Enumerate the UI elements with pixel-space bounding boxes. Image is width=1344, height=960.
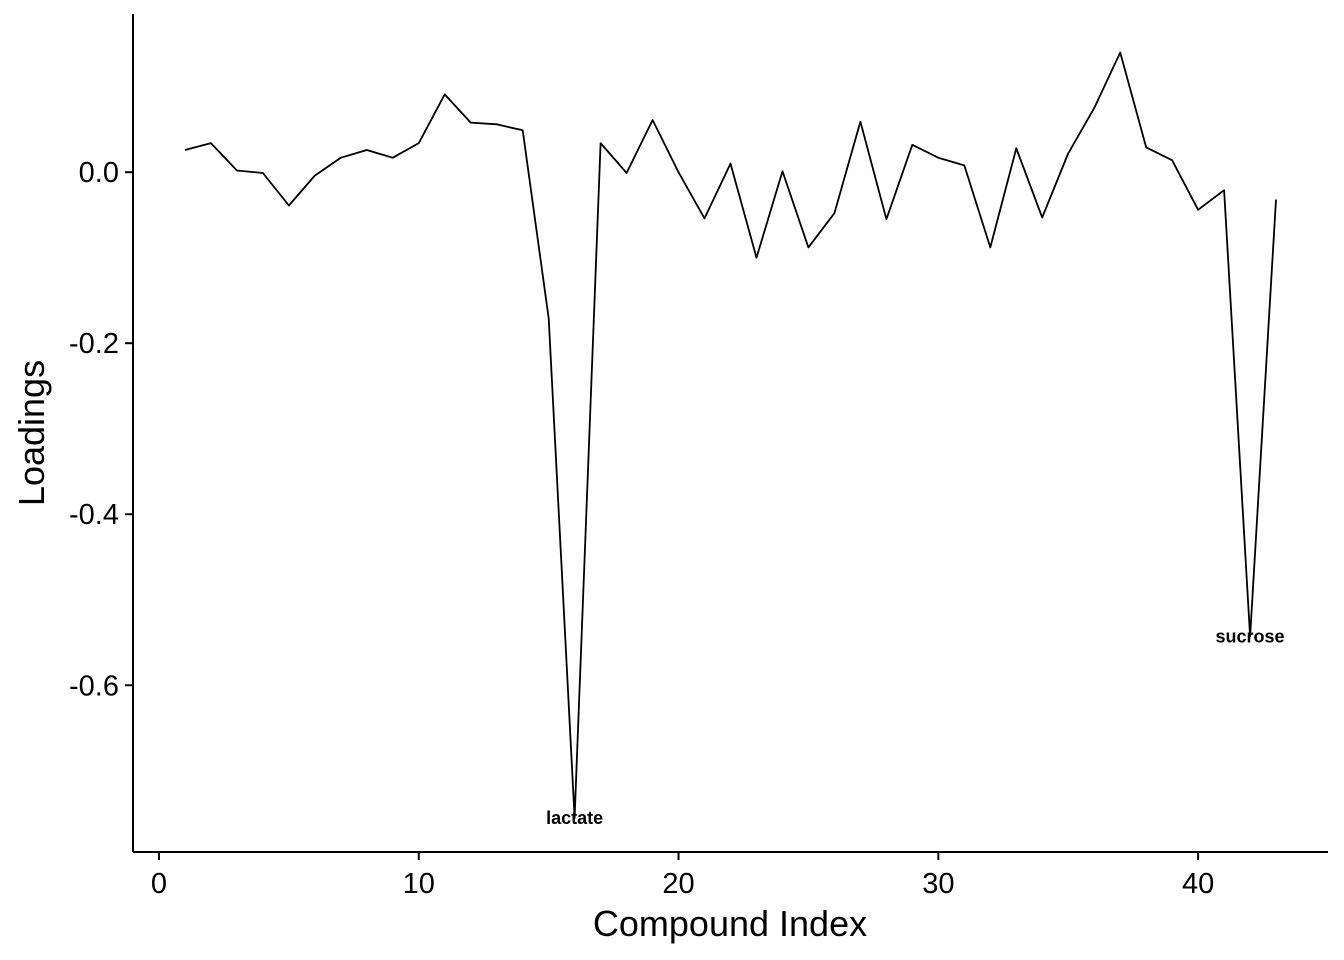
annotation-lactate: lactate (546, 808, 603, 828)
plot-area: 0 10 20 30 40 0.0 -0.2 -0.4 -0.6 lactate sucrose (69, 14, 1328, 900)
x-tick-label: 40 (1182, 868, 1214, 900)
x-axis-ticks: 0 10 20 30 40 (151, 852, 1214, 900)
y-tick-label: -0.4 (69, 499, 119, 531)
x-tick-label: 30 (922, 868, 954, 900)
annotation-sucrose: sucrose (1216, 627, 1285, 647)
x-tick-label: 10 (403, 868, 435, 900)
y-tick-label: -0.6 (69, 670, 119, 702)
series-line (184, 51, 1277, 819)
x-axis-title: Compound Index (593, 903, 867, 944)
x-tick-label: 20 (662, 868, 694, 900)
x-tick-label: 0 (151, 868, 167, 900)
y-tick-label: -0.2 (69, 328, 119, 360)
y-axis-ticks: 0.0 -0.2 -0.4 -0.6 (69, 157, 133, 702)
annotations: lactate sucrose (546, 627, 1284, 828)
y-tick-label: 0.0 (79, 157, 119, 189)
y-axis-title: Loadings (11, 360, 52, 506)
